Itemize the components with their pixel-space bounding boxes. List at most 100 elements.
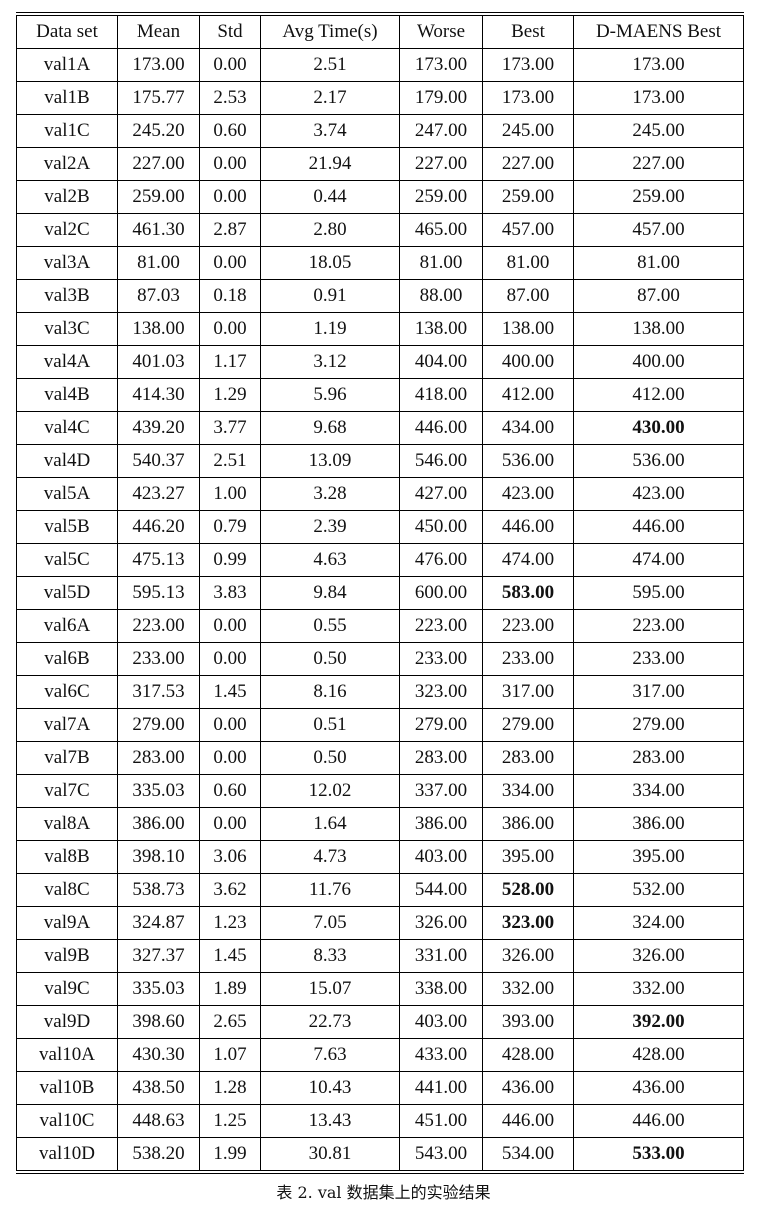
table-row: val9B 327.37 1.45 8.33 331.00 326.00 326.00 (16, 939, 744, 973)
table-row: val7A 279.00 0.00 0.51 279.00 279.00 279.00 (16, 708, 744, 742)
cell-dmaens-best: 332.00 (573, 972, 744, 1006)
cell-mean: 175.77 (117, 81, 200, 115)
cell-avg-time: 22.73 (260, 1005, 400, 1039)
cell-std: 1.07 (199, 1038, 261, 1072)
cell-mean: 138.00 (117, 312, 200, 346)
cell-worse: 323.00 (399, 675, 483, 709)
cell-worse: 544.00 (399, 873, 483, 907)
cell-std: 2.51 (199, 444, 261, 478)
header-row: Data set Mean Std Avg Time(s) Worse Best… (16, 13, 744, 49)
cell-best: 334.00 (482, 774, 574, 808)
header-dmaens-best: D-MAENS Best (573, 13, 744, 49)
table-row: val8C 538.73 3.62 11.76 544.00 528.00 532.00 (16, 873, 744, 907)
cell-worse: 179.00 (399, 81, 483, 115)
table-row: val7B 283.00 0.00 0.50 283.00 283.00 283.00 (16, 741, 744, 775)
cell-dataset: val1C (16, 114, 118, 148)
cell-avg-time: 4.73 (260, 840, 400, 874)
cell-best: 400.00 (482, 345, 574, 379)
cell-mean: 335.03 (117, 972, 200, 1006)
cell-dmaens-best: 446.00 (573, 1104, 744, 1138)
cell-worse: 247.00 (399, 114, 483, 148)
cell-mean: 398.10 (117, 840, 200, 874)
table-row: val5D 595.13 3.83 9.84 600.00 583.00 595.00 (16, 576, 744, 610)
cell-worse: 418.00 (399, 378, 483, 412)
cell-dataset: val7A (16, 708, 118, 742)
cell-avg-time: 9.68 (260, 411, 400, 445)
cell-std: 3.83 (199, 576, 261, 610)
cell-avg-time: 0.55 (260, 609, 400, 643)
cell-std: 0.60 (199, 114, 261, 148)
cell-dataset: val5C (16, 543, 118, 577)
header-dataset: Data set (16, 13, 118, 49)
cell-std: 2.87 (199, 213, 261, 247)
cell-dataset: val3C (16, 312, 118, 346)
cell-std: 1.23 (199, 906, 261, 940)
cell-avg-time: 0.50 (260, 741, 400, 775)
cell-best: 536.00 (482, 444, 574, 478)
cell-avg-time: 2.80 (260, 213, 400, 247)
cell-dmaens-best: 395.00 (573, 840, 744, 874)
results-table: Data set Mean Std Avg Time(s) Worse Best… (16, 12, 744, 1174)
cell-dmaens-best: 245.00 (573, 114, 744, 148)
cell-std: 1.45 (199, 675, 261, 709)
cell-mean: 423.27 (117, 477, 200, 511)
table-body: val1A 173.00 0.00 2.51 173.00 173.00 173.00 val… (16, 48, 744, 1173)
cell-worse: 338.00 (399, 972, 483, 1006)
cell-worse: 331.00 (399, 939, 483, 973)
cell-best: 332.00 (482, 972, 574, 1006)
cell-worse: 600.00 (399, 576, 483, 610)
table-row: val3C 138.00 0.00 1.19 138.00 138.00 138.00 (16, 312, 744, 346)
cell-dmaens-best: 536.00 (573, 444, 744, 478)
cell-avg-time: 2.17 (260, 81, 400, 115)
cell-worse: 543.00 (399, 1137, 483, 1173)
cell-worse: 403.00 (399, 840, 483, 874)
table-row: val4C 439.20 3.77 9.68 446.00 434.00 430.00 (16, 411, 744, 445)
cell-mean: 401.03 (117, 345, 200, 379)
cell-dmaens-best: 446.00 (573, 510, 744, 544)
cell-dataset: val2B (16, 180, 118, 214)
cell-dmaens-best: 279.00 (573, 708, 744, 742)
cell-avg-time: 0.51 (260, 708, 400, 742)
cell-best: 534.00 (482, 1137, 574, 1173)
cell-mean: 81.00 (117, 246, 200, 280)
table-row: val10A 430.30 1.07 7.63 433.00 428.00 428.00 (16, 1038, 744, 1072)
table-row: val6C 317.53 1.45 8.16 323.00 317.00 317.00 (16, 675, 744, 709)
cell-mean: 448.63 (117, 1104, 200, 1138)
cell-std: 2.65 (199, 1005, 261, 1039)
cell-best: 457.00 (482, 213, 574, 247)
cell-mean: 386.00 (117, 807, 200, 841)
cell-dmaens-best: 227.00 (573, 147, 744, 181)
table-row: val10D 538.20 1.99 30.81 543.00 534.00 533.00 (16, 1137, 744, 1173)
cell-dmaens-best: 317.00 (573, 675, 744, 709)
cell-worse: 450.00 (399, 510, 483, 544)
table-row: val6B 233.00 0.00 0.50 233.00 233.00 233.00 (16, 642, 744, 676)
cell-best: 434.00 (482, 411, 574, 445)
cell-dataset: val4B (16, 378, 118, 412)
cell-dmaens-best: 138.00 (573, 312, 744, 346)
cell-dataset: val9C (16, 972, 118, 1006)
cell-dataset: val5A (16, 477, 118, 511)
cell-std: 0.00 (199, 741, 261, 775)
cell-dmaens-best: 392.00 (573, 1005, 744, 1039)
cell-std: 3.06 (199, 840, 261, 874)
cell-dataset: val9D (16, 1005, 118, 1039)
cell-std: 0.00 (199, 642, 261, 676)
cell-mean: 324.87 (117, 906, 200, 940)
cell-dataset: val4A (16, 345, 118, 379)
cell-dataset: val4C (16, 411, 118, 445)
cell-best: 446.00 (482, 510, 574, 544)
cell-avg-time: 1.64 (260, 807, 400, 841)
cell-std: 1.45 (199, 939, 261, 973)
cell-std: 3.62 (199, 873, 261, 907)
cell-avg-time: 1.19 (260, 312, 400, 346)
cell-dataset: val6B (16, 642, 118, 676)
header-mean: Mean (117, 13, 200, 49)
cell-dataset: val8B (16, 840, 118, 874)
cell-std: 1.99 (199, 1137, 261, 1173)
table-row: val1B 175.77 2.53 2.17 179.00 173.00 173.00 (16, 81, 744, 115)
cell-dataset: val8A (16, 807, 118, 841)
cell-dmaens-best: 173.00 (573, 81, 744, 115)
cell-dataset: val2C (16, 213, 118, 247)
table-row: val1C 245.20 0.60 3.74 247.00 245.00 245.00 (16, 114, 744, 148)
cell-mean: 245.20 (117, 114, 200, 148)
